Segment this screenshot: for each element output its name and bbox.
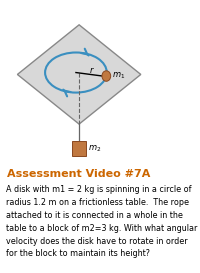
Text: Assessment Video #7A: Assessment Video #7A	[7, 169, 151, 179]
Text: A disk with m1 = 2 kg is spinning in a circle of
radius 1.2 m on a frictionless : A disk with m1 = 2 kg is spinning in a c…	[6, 185, 197, 259]
Text: $r$: $r$	[89, 64, 95, 75]
Text: $m_2$: $m_2$	[88, 143, 102, 154]
Polygon shape	[17, 25, 141, 124]
Bar	[72, 141, 86, 156]
Text: $m_1$: $m_1$	[112, 71, 126, 81]
Circle shape	[102, 71, 111, 81]
